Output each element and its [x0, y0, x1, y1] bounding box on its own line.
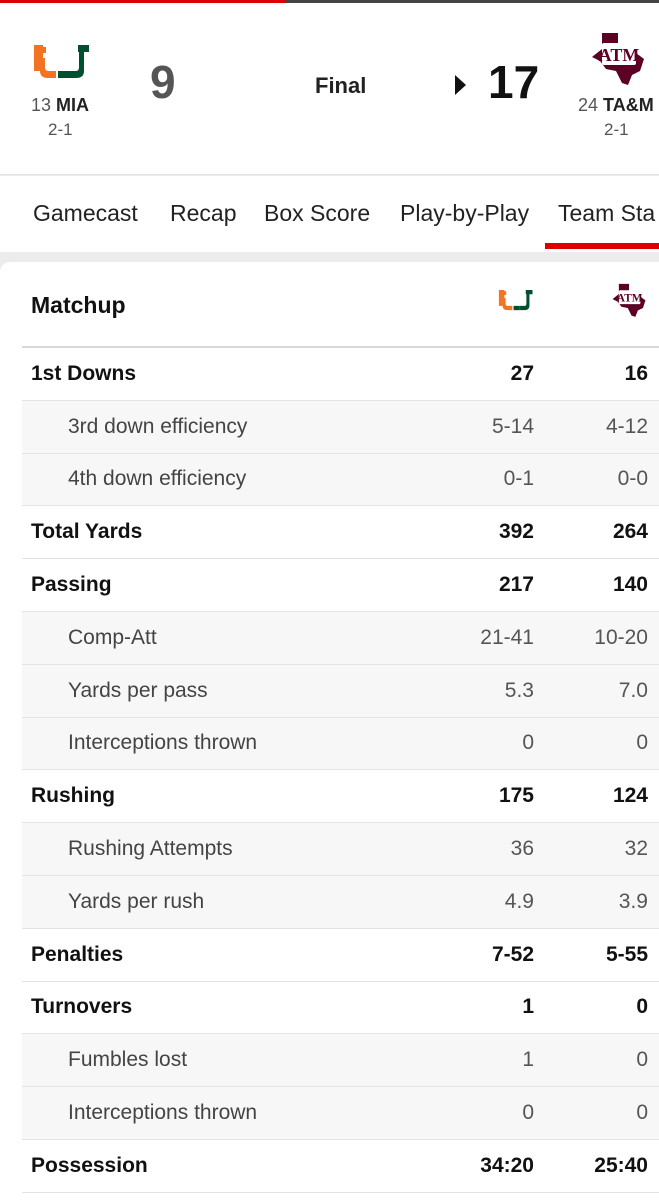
stat-home-value: 3.9: [618, 889, 648, 913]
tab-recap[interactable]: Recap: [170, 200, 237, 226]
stat-row: Total Yards 392 264: [22, 506, 659, 560]
stat-row: Passing 217 140: [22, 559, 659, 612]
matchup-title: Matchup: [31, 292, 126, 318]
stat-row: Rushing 175 124: [22, 770, 659, 824]
tab-gamecast[interactable]: Gamecast: [33, 200, 138, 226]
stat-label: Possession: [31, 1153, 148, 1177]
matchup-header-divider: [22, 346, 659, 348]
top-progress-fill: [0, 0, 285, 3]
home-team-abbr[interactable]: TA&M: [603, 95, 654, 115]
stat-home-value: 0: [636, 995, 648, 1019]
game-status: Final: [315, 73, 367, 98]
triangle-right-icon: [455, 75, 466, 95]
stat-home-value: 16: [624, 361, 648, 385]
stat-label: Rushing: [31, 784, 115, 808]
svg-text:ATM: ATM: [599, 45, 640, 65]
stat-label: Fumbles lost: [68, 1048, 188, 1072]
stat-home-value: 7.0: [618, 678, 648, 702]
game-tabs: Gamecast Recap Box Score Play-by-Play Te…: [0, 176, 659, 252]
stat-home-value: 0: [636, 1048, 648, 1072]
stat-home-value: 140: [612, 573, 648, 597]
stat-home-value: 25:40: [594, 1153, 648, 1177]
stat-row: Yards per rush 4.9 3.9: [22, 875, 659, 929]
stat-away-value: 36: [510, 837, 534, 861]
stat-away-value: 7-52: [491, 942, 534, 966]
away-team-rank-line: 13 MIA: [31, 95, 89, 116]
stat-label: 1st Downs: [31, 361, 137, 385]
stat-away-value: 175: [498, 784, 534, 808]
stat-label: Comp-Att: [68, 625, 157, 649]
miami-u-logo-icon: [498, 290, 533, 311]
away-team-score: 9: [150, 56, 176, 108]
stat-home-value: 0: [636, 731, 648, 755]
stat-row: Rushing Attempts 36 32: [22, 823, 659, 876]
stat-label: 3rd down efficiency: [68, 414, 248, 438]
stat-home-value: 124: [612, 784, 648, 808]
scoreboard-header: 13 MIA 2-1 9 Final 17 ATM 24 TA&M 2-1: [0, 3, 659, 175]
miami-u-logo-icon[interactable]: [34, 45, 90, 81]
stat-row: 4th down efficiency 0-1 0-0: [22, 453, 659, 507]
stat-away-value: 1: [522, 1048, 534, 1072]
stat-away-value: 4.9: [504, 889, 534, 913]
stat-label: Passing: [31, 573, 112, 597]
tab-play-by-play[interactable]: Play-by-Play: [400, 200, 530, 226]
stat-away-value: 0: [522, 1101, 534, 1125]
stat-row: Penalties 7-52 5-55: [22, 929, 659, 982]
tab-box-score[interactable]: Box Score: [264, 200, 371, 226]
stat-home-value: 0-0: [617, 467, 648, 491]
away-team-abbr[interactable]: MIA: [56, 95, 90, 115]
home-team-rank: 24: [578, 95, 599, 115]
stat-home-value: 5-55: [605, 942, 648, 966]
stat-label: Yards per rush: [68, 889, 205, 913]
team-stats-card: Matchup ATM 1st Downs 27 16 3rd down effici…: [0, 262, 659, 1200]
stat-label: 4th down efficiency: [68, 467, 247, 491]
stat-row: Yards per pass 5.3 7.0: [22, 664, 659, 718]
top-progress-bar: [0, 0, 659, 3]
stat-away-value: 27: [510, 361, 534, 385]
texas-am-logo-icon: ATM: [612, 283, 646, 317]
stat-row: Interceptions thrown 0 0: [22, 1087, 659, 1140]
stat-row: Comp-Att 21-41 10-20: [22, 611, 659, 665]
away-team-rank: 13: [31, 95, 52, 115]
stat-home-value: 10-20: [594, 625, 648, 649]
tab-team-stats[interactable]: Team Sta: [558, 200, 656, 226]
stat-away-value: 0-1: [503, 467, 534, 491]
stat-row: Possession 34:20 25:40: [22, 1140, 659, 1193]
stat-label: Penalties: [31, 942, 124, 966]
stat-label: Yards per pass: [68, 678, 208, 702]
stat-away-value: 5-14: [491, 414, 534, 438]
stat-away-value: 217: [498, 573, 534, 597]
svg-text:ATM: ATM: [617, 293, 643, 305]
top-progress-track: [285, 0, 659, 3]
stat-home-value: 264: [612, 520, 648, 544]
stat-label: Total Yards: [31, 520, 143, 544]
stat-row: 1st Downs 27 16: [22, 348, 659, 401]
stat-away-value: 34:20: [480, 1153, 534, 1177]
stat-away-value: 392: [498, 520, 534, 544]
home-team-score: 17: [488, 56, 540, 108]
stats-table: 1st Downs 27 16 3rd down efficiency 5-14 4-12…: [22, 348, 659, 1193]
stat-home-value: 0: [636, 1101, 648, 1125]
away-team-record: 2-1: [48, 120, 73, 139]
stat-label: Rushing Attempts: [68, 837, 233, 861]
texas-am-logo-icon[interactable]: ATM: [588, 31, 648, 89]
home-team-rank-line: 24 TA&M: [578, 95, 654, 116]
stat-row: Turnovers 1 0: [22, 982, 659, 1035]
stat-label: Interceptions thrown: [68, 731, 258, 755]
stat-row: Fumbles lost 1 0: [22, 1034, 659, 1088]
stat-row: Interceptions thrown 0 0: [22, 717, 659, 771]
stat-away-value: 0: [522, 731, 534, 755]
stat-away-value: 1: [522, 995, 534, 1019]
stat-away-value: 5.3: [504, 678, 534, 702]
stat-home-value: 4-12: [605, 414, 648, 438]
stat-row: 3rd down efficiency 5-14 4-12: [22, 400, 659, 454]
active-tab-indicator: [545, 243, 659, 249]
stat-away-value: 21-41: [480, 625, 534, 649]
stat-label: Interceptions thrown: [68, 1101, 258, 1125]
stat-home-value: 32: [624, 837, 648, 861]
stat-label: Turnovers: [31, 995, 133, 1019]
home-team-record: 2-1: [604, 120, 629, 139]
